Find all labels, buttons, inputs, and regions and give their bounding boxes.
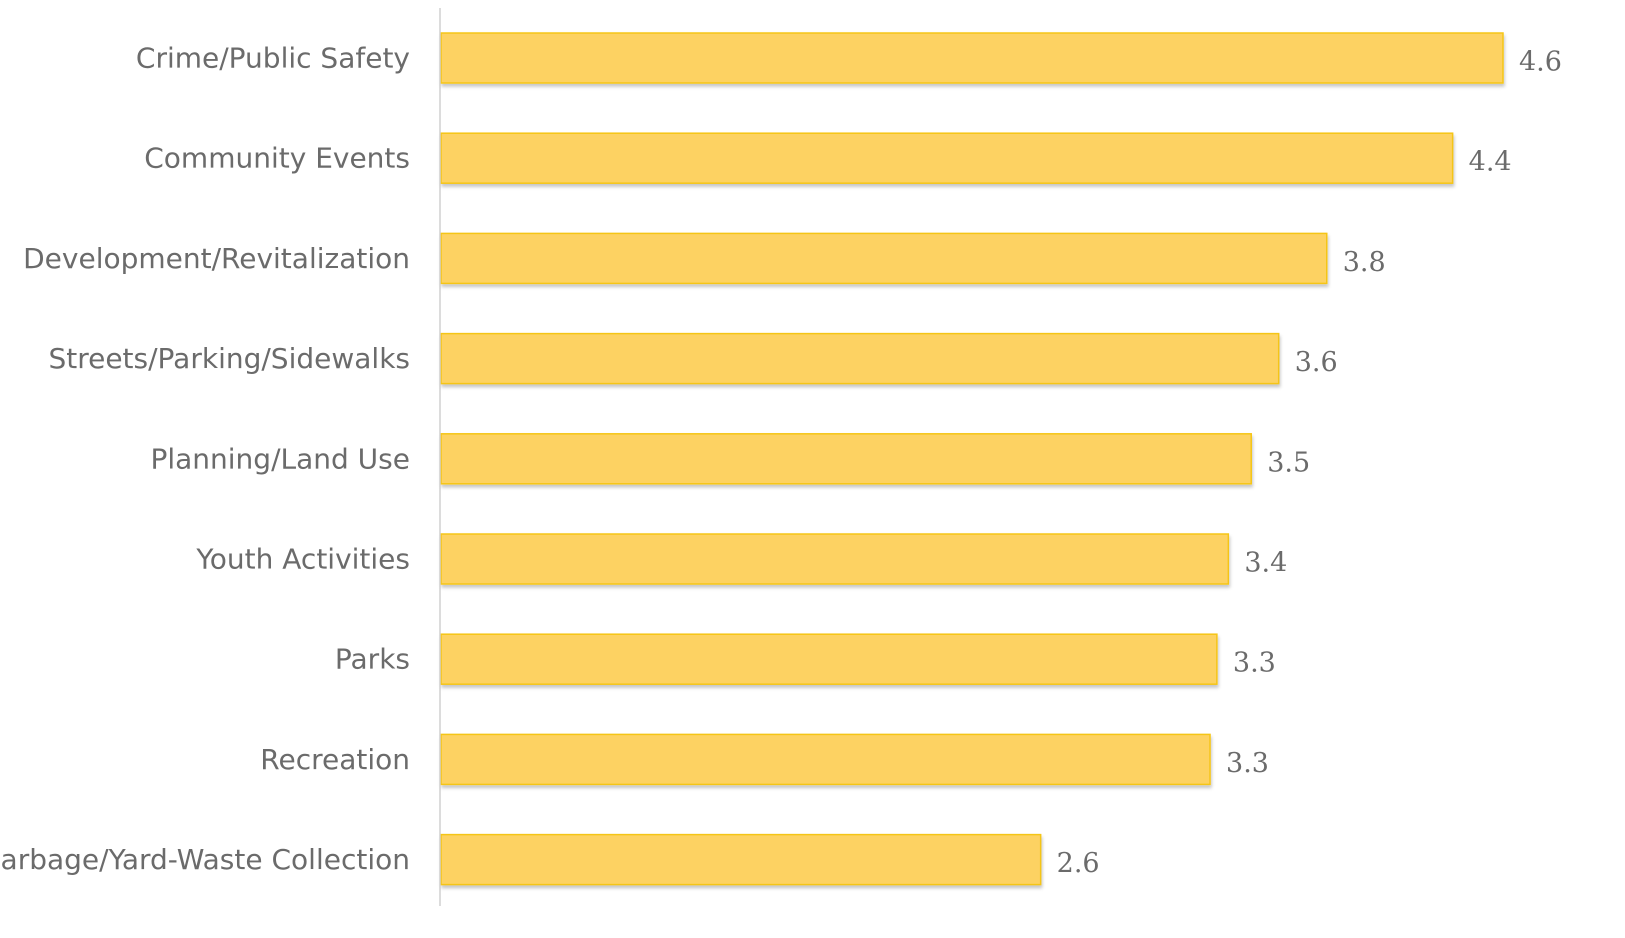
value-label-planning-land-use: 3.5 — [1267, 447, 1310, 478]
bar-community-events — [440, 132, 1454, 184]
value-label-parks: 3.3 — [1233, 648, 1276, 679]
category-label-community-events: Community Events — [144, 142, 410, 175]
bar-crime-public-safety — [440, 32, 1504, 84]
bar-planning-land-use — [440, 433, 1252, 485]
category-label-development-revitalization: Development/Revitalization — [23, 242, 410, 275]
category-label-recreation: Recreation — [260, 743, 410, 776]
category-label-crime-public-safety: Crime/Public Safety — [136, 42, 410, 75]
bars-group — [440, 32, 1504, 886]
category-label-streets-parking-sidewalks: Streets/Parking/Sidewalks — [48, 342, 410, 375]
value-labels: 4.6 4.4 3.8 3.6 3.5 3.4 3.3 3.3 2.6 — [1057, 47, 1562, 880]
bar-garbage-yard-waste-collection — [440, 833, 1042, 886]
value-label-garbage-yard-waste-collection: 2.6 — [1057, 848, 1100, 879]
value-label-streets-parking-sidewalks: 3.6 — [1295, 347, 1338, 378]
bar-youth-activities — [440, 533, 1230, 585]
bar-parks — [440, 633, 1218, 685]
bar-recreation — [440, 733, 1211, 786]
bar-streets-parking-sidewalks — [440, 332, 1280, 385]
value-label-crime-public-safety: 4.6 — [1519, 47, 1562, 78]
value-label-community-events: 4.4 — [1469, 147, 1512, 178]
bar-development-revitalization — [440, 232, 1328, 285]
value-label-recreation: 3.3 — [1226, 748, 1269, 779]
value-label-development-revitalization: 3.8 — [1343, 247, 1386, 278]
category-label-garbage-yard-waste-collection: Garbage/Yard-Waste Collection — [0, 843, 410, 876]
category-label-parks: Parks — [335, 643, 410, 676]
category-label-planning-land-use: Planning/Land Use — [150, 442, 410, 475]
value-label-youth-activities: 3.4 — [1244, 548, 1287, 579]
category-label-youth-activities: Youth Activities — [195, 543, 410, 576]
category-labels: Crime/Public Safety Community Events Devel… — [0, 42, 410, 877]
